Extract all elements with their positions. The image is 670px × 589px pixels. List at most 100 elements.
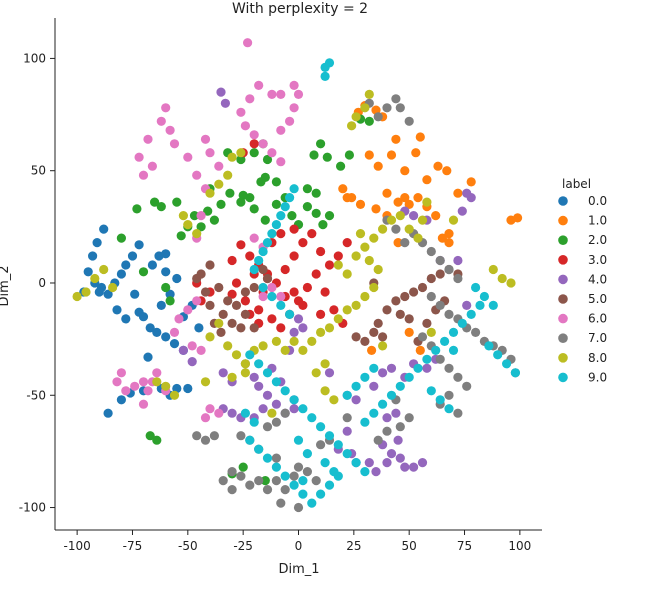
data-point (227, 467, 237, 477)
data-point (103, 289, 113, 299)
data-point (214, 318, 224, 328)
data-point (227, 152, 237, 162)
legend-label: 7.0 (588, 331, 607, 345)
data-point (324, 58, 335, 68)
data-point (240, 309, 250, 319)
data-point (336, 161, 346, 171)
chart-title: With perplexity = 2 (232, 1, 368, 17)
data-point (276, 229, 286, 239)
legend-marker (558, 254, 568, 265)
data-point (316, 246, 326, 257)
data-point (497, 273, 507, 284)
data-point (302, 184, 312, 194)
x-tick-label: 0 (295, 539, 303, 553)
data-point (453, 255, 463, 266)
legend-label: 1.0 (588, 214, 607, 228)
data-point (156, 116, 166, 126)
data-point (431, 211, 441, 221)
legend: label 0.0 1.0 2.0 3.0 4.0 5.0 6.0 7.0 8.0 9.0 (558, 177, 607, 384)
x-tick-label: 100 (508, 539, 531, 553)
data-point (382, 426, 392, 436)
data-point (156, 202, 166, 212)
data-point (364, 458, 374, 468)
data-point (311, 368, 321, 378)
data-point (484, 341, 494, 351)
data-point (351, 395, 361, 405)
data-point (231, 350, 242, 360)
data-point (391, 296, 401, 306)
data-point (236, 471, 246, 481)
data-point (444, 309, 454, 319)
series-1-0 (338, 101, 523, 355)
data-point (351, 381, 361, 391)
data-point (426, 327, 436, 337)
data-point (404, 372, 414, 382)
data-point (373, 112, 383, 122)
legend-label: 6.0 (588, 312, 607, 326)
data-point (400, 238, 410, 248)
data-point (488, 300, 498, 310)
data-point (316, 327, 326, 337)
data-point (209, 215, 219, 225)
data-point (289, 336, 299, 346)
data-point (360, 242, 370, 252)
data-point (320, 71, 330, 81)
data-point (267, 229, 277, 239)
y-axis-title: Dim_2 (0, 265, 12, 306)
data-point (316, 440, 326, 450)
data-point (287, 211, 297, 221)
data-point (457, 206, 467, 216)
data-point (285, 309, 295, 319)
data-point (254, 255, 264, 266)
data-point (130, 381, 140, 391)
data-point (116, 233, 126, 243)
data-point (369, 233, 379, 243)
x-tick-label: 50 (402, 539, 417, 553)
x-tick-label: -50 (178, 539, 198, 553)
series-7-0 (192, 94, 520, 513)
data-point (236, 107, 246, 117)
legend-title: label (562, 177, 591, 191)
legend-marker (558, 333, 568, 344)
data-point (249, 233, 259, 243)
data-point (285, 116, 295, 126)
legend-marker (558, 235, 568, 245)
data-point (276, 291, 286, 302)
data-point (99, 264, 109, 275)
data-point (409, 462, 419, 472)
data-point (391, 408, 401, 418)
data-point (271, 220, 281, 230)
data-point (249, 204, 259, 214)
data-point (510, 368, 520, 378)
data-point (395, 103, 405, 113)
series-8-0 (72, 89, 516, 418)
legend-marker (558, 372, 568, 383)
data-point (276, 498, 286, 508)
legend-label: 0.0 (588, 194, 607, 208)
data-point (196, 345, 206, 355)
data-point (214, 179, 224, 189)
data-point (103, 408, 113, 418)
data-point (409, 287, 419, 297)
data-point (178, 345, 188, 355)
data-point (422, 363, 432, 373)
data-point (271, 199, 281, 209)
data-point (178, 211, 188, 221)
legend-marker (558, 274, 568, 285)
data-point (404, 199, 414, 209)
data-point (240, 287, 250, 297)
data-point (227, 408, 237, 418)
data-point (249, 139, 259, 149)
data-point (382, 305, 392, 315)
data-point (435, 300, 445, 310)
data-point (417, 215, 428, 225)
data-point (316, 139, 326, 149)
data-point (369, 381, 379, 391)
data-point (262, 368, 273, 378)
data-point (130, 289, 140, 299)
data-point (307, 336, 317, 346)
data-point (220, 98, 230, 108)
data-point (254, 444, 264, 454)
data-point (373, 318, 383, 328)
data-point (112, 305, 122, 315)
